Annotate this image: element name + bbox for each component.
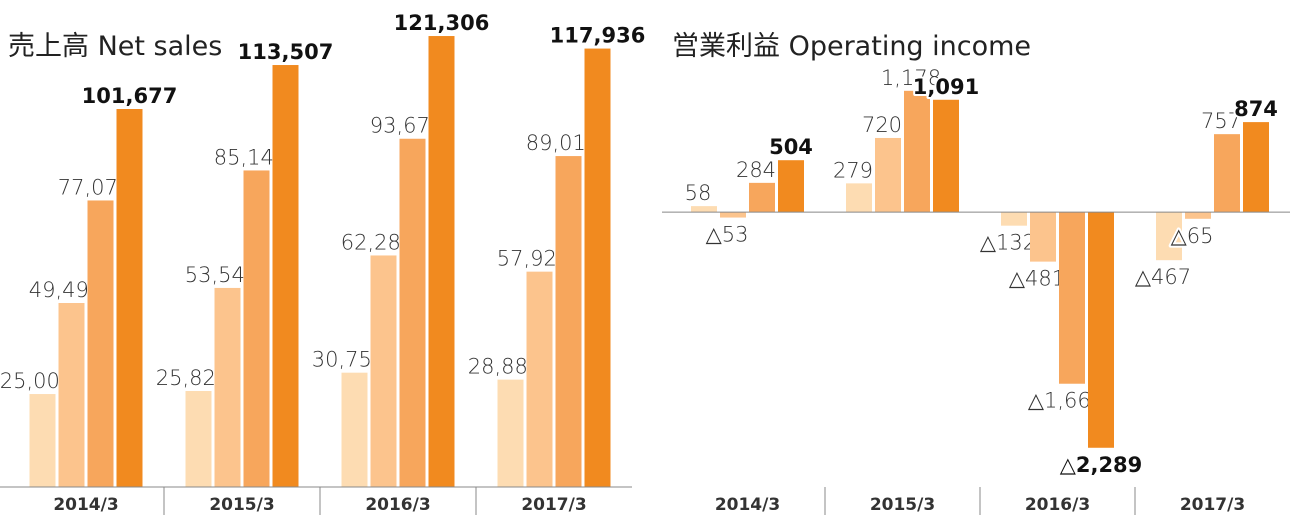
bar	[1243, 122, 1269, 213]
bar	[497, 379, 524, 487]
bar	[904, 90, 930, 213]
chart-title: 営業利益 Operating income	[672, 31, 1031, 62]
value-label: △481	[1009, 267, 1065, 291]
bar	[341, 372, 368, 487]
x-tick-label: 2015/3	[209, 495, 274, 515]
value-label: △467	[1135, 265, 1191, 289]
bar	[185, 390, 212, 487]
chart-title: 売上高 Net sales	[8, 31, 222, 62]
bar	[1156, 212, 1182, 261]
bar	[243, 170, 270, 487]
bar	[749, 182, 775, 213]
bar	[691, 206, 717, 213]
bar	[526, 271, 553, 487]
bar	[720, 212, 746, 218]
bar	[875, 137, 901, 213]
bar	[933, 99, 959, 213]
bar	[1059, 212, 1085, 384]
value-label: 117,936	[550, 24, 646, 48]
value-label: △132	[980, 231, 1036, 255]
value-label: △53	[706, 223, 749, 247]
x-tick-label: 2015/3	[870, 495, 935, 515]
x-tick-label: 2016/3	[365, 495, 430, 515]
bar	[116, 109, 143, 487]
value-label: 121,306	[394, 11, 490, 35]
bar	[1185, 212, 1211, 219]
value-label: 720	[862, 113, 902, 137]
bar	[58, 303, 85, 487]
value-label: △2,289	[1060, 453, 1143, 477]
bar	[272, 65, 299, 488]
value-label: 284	[736, 158, 776, 182]
bar	[214, 287, 241, 487]
value-label: 113,507	[238, 40, 334, 64]
value-label: △65	[1171, 224, 1214, 248]
bar	[87, 200, 114, 487]
value-label: 58	[685, 181, 712, 205]
value-label: 101,677	[82, 84, 178, 108]
value-label: 1,091	[913, 75, 979, 99]
bar	[428, 36, 455, 488]
bar	[1030, 212, 1056, 262]
x-tick-label: 2014/3	[715, 495, 780, 515]
value-label: 757	[1201, 109, 1241, 133]
bar	[778, 160, 804, 213]
bar	[29, 394, 56, 487]
x-tick-label: 2016/3	[1025, 495, 1090, 515]
bar	[399, 138, 426, 487]
value-label: 1,178	[881, 66, 941, 90]
value-label: 279	[833, 158, 873, 182]
value-label: 874	[1234, 97, 1278, 121]
value-label: 504	[769, 135, 813, 159]
bar	[846, 183, 872, 213]
bar	[370, 255, 397, 487]
x-tick-label: 2014/3	[53, 495, 118, 515]
x-tick-label: 2017/3	[1180, 495, 1245, 515]
bar	[1001, 212, 1027, 226]
bar	[584, 48, 611, 488]
bar	[1214, 134, 1240, 213]
bar	[555, 156, 582, 487]
bar	[1088, 212, 1114, 448]
x-tick-label: 2017/3	[521, 495, 586, 515]
